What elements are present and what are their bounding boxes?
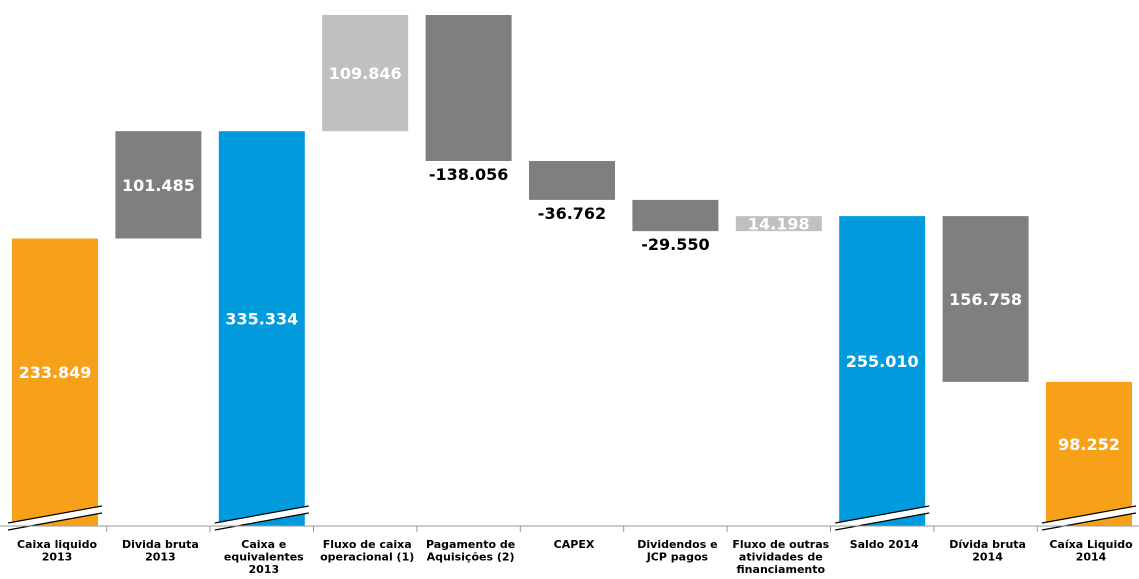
value-label: 14.198 — [748, 215, 810, 234]
bar-7 — [632, 199, 719, 232]
category-label: Saldo 2014 — [850, 538, 919, 551]
bar-2 — [115, 131, 202, 239]
axis-break-gap — [8, 506, 102, 530]
axis-break-marker — [1041, 505, 1137, 531]
value-label: 335.334 — [225, 310, 298, 329]
category-label-line: Fluxo de outras — [732, 538, 829, 551]
category-label-line: 2014 — [1076, 551, 1107, 564]
bars-layer — [7, 15, 1137, 531]
category-label-line: operacional (1) — [320, 551, 414, 564]
category-label-line: Dividendos e — [637, 538, 717, 551]
category-label-line: Fluxo de caixa — [323, 538, 412, 551]
value-label: -138.056 — [429, 165, 509, 184]
axis-break-line — [1041, 505, 1137, 524]
value-label: -36.762 — [538, 204, 606, 223]
axis-break-gap — [835, 506, 930, 530]
category-label: CAPEX — [554, 538, 595, 551]
category-label-line: CAPEX — [554, 538, 595, 551]
bar-5 — [425, 15, 512, 162]
axis-break-gap — [1042, 506, 1136, 530]
value-label: 98.252 — [1058, 435, 1120, 454]
bar-9 — [839, 216, 926, 527]
category-label-line: equivalentes — [224, 551, 304, 564]
axis-break-line — [7, 505, 103, 524]
axis-break-line — [1041, 512, 1137, 531]
value-label: 156.758 — [949, 290, 1022, 309]
value-label: 109.846 — [329, 64, 402, 83]
category-label: Fluxo de outras atividades de financiament… — [732, 538, 829, 576]
category-label-line: Saldo 2014 — [850, 538, 919, 551]
category-label: Pagamento de Aquisições (2) — [426, 538, 515, 564]
axis-break-line — [214, 505, 309, 524]
category-label-line: Aquisições (2) — [427, 551, 515, 564]
category-label-line: financiamento — [737, 563, 826, 576]
axis-break-line — [835, 512, 930, 531]
value-label: 233.849 — [19, 363, 92, 382]
axis-break-marker — [214, 505, 309, 531]
axis-break-marker — [7, 505, 103, 531]
axis-break-line — [7, 512, 103, 531]
value-label: 255.010 — [846, 352, 919, 371]
axis-break-gap — [214, 506, 309, 530]
bar-11 — [1046, 381, 1132, 526]
value-label: 101.485 — [122, 176, 195, 195]
category-label-line: Caixa e — [241, 538, 286, 551]
category-label: Caixa liquido 2013 — [17, 538, 98, 564]
axis-break-line — [835, 505, 930, 524]
category-label-line: JCP pagos — [646, 551, 709, 564]
category-label: Fluxo de caixa operacional (1) — [320, 538, 414, 564]
labels-layer: 233.849 101.485 335.334 109.846 -138.056 -36.… — [19, 64, 1120, 454]
bar-8 — [735, 216, 822, 232]
bar-6 — [529, 161, 615, 200]
category-label: Caixa e equivalentes 2013 — [224, 538, 304, 576]
category-label: Dívida bruta 2014 — [949, 538, 1026, 564]
value-label: -29.550 — [641, 235, 709, 254]
bar-1 — [12, 238, 98, 526]
bar-4 — [322, 15, 409, 132]
category-label: Divida bruta 2013 — [122, 538, 199, 564]
axis-break-marker — [835, 505, 930, 531]
category-label-line: 2013 — [145, 551, 176, 564]
category-label-line: atividades de — [739, 551, 823, 564]
bar-10 — [942, 216, 1029, 382]
category-label-line: Pagamento de — [426, 538, 515, 551]
category-label-line: 2014 — [972, 551, 1003, 564]
category-label-line: Dívida bruta — [949, 538, 1026, 551]
category-label-line: Caixa liquido — [17, 538, 98, 551]
bar-3 — [218, 131, 305, 526]
category-label-line: 2013 — [42, 551, 73, 564]
category-label: Dividendos e JCP pagos — [637, 538, 717, 564]
category-label-line: Caíxa Liquido — [1049, 538, 1133, 551]
category-label: Caíxa Liquido 2014 — [1049, 538, 1133, 564]
category-label-line: Divida bruta — [122, 538, 199, 551]
axis-break-line — [214, 512, 309, 531]
category-label-line: 2013 — [248, 563, 279, 576]
